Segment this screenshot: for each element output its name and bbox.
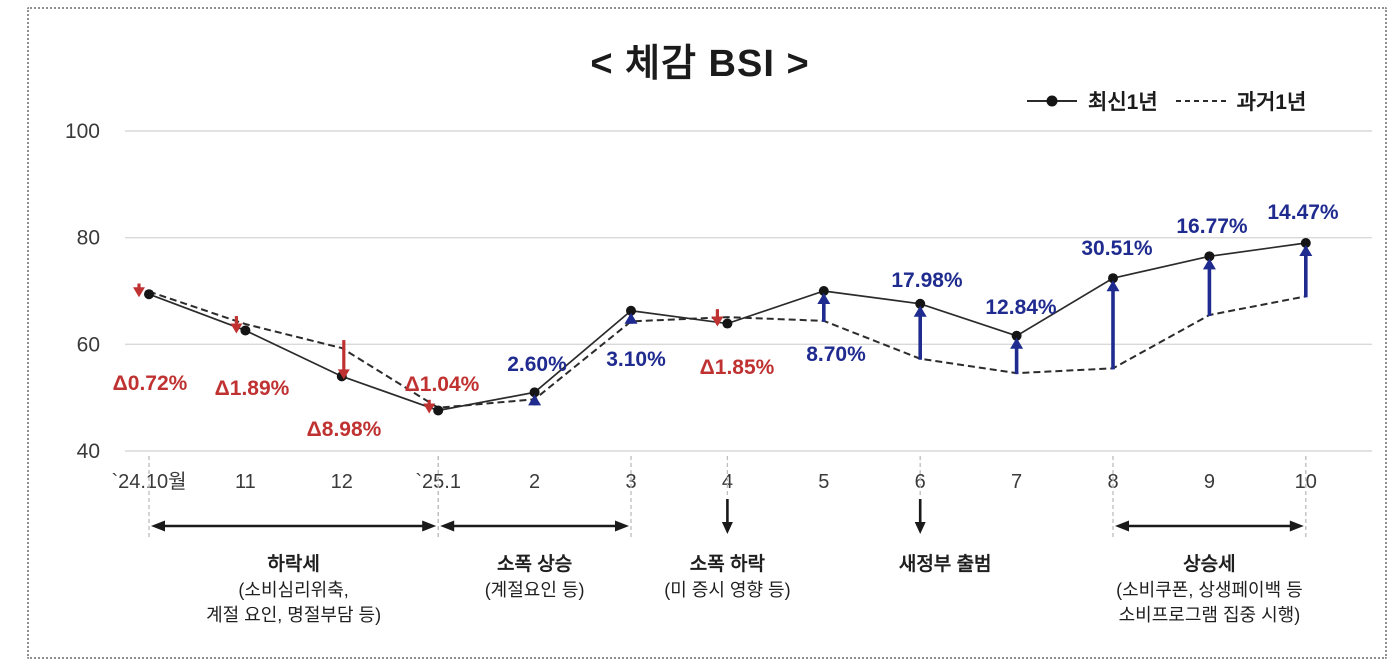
series-past-line: [148, 290, 1306, 409]
increase-arrow-head: [1010, 337, 1024, 349]
annotation-subtext: (계절요인 등): [485, 580, 585, 600]
change-percent-label: 14.47%: [1267, 201, 1339, 224]
change-percent-label: 12.84%: [985, 296, 1057, 319]
annotation-title: 소폭 하락: [690, 553, 766, 575]
increase-arrow-head: [913, 305, 927, 317]
change-percent-label: Δ8.98%: [307, 418, 382, 441]
x-tick-label: `24.10월: [111, 470, 186, 493]
x-tick-label: 12: [331, 471, 353, 493]
change-percent-label: 8.70%: [806, 343, 866, 366]
change-percent-label: 2.60%: [507, 353, 567, 376]
x-tick-label: 10: [1295, 471, 1317, 493]
change-percent-label: Δ1.85%: [700, 356, 775, 379]
x-tick-label: 9: [1204, 471, 1215, 493]
annotation-title: 하락세: [267, 553, 319, 575]
x-tick-label: 5: [818, 471, 829, 493]
y-tick-label: 40: [77, 440, 100, 463]
series-latest-markers: [144, 238, 1311, 416]
increase-arrow-head: [1106, 280, 1120, 292]
range-arrow-right-head: [422, 520, 437, 532]
x-axis-labels: `24.10월 11 12 `25.1 2 3 4 5 6 7 8 9 10: [111, 470, 1316, 493]
increase-arrow-head: [528, 394, 542, 406]
data-point-marker: [915, 298, 926, 309]
annotation-subtext: 소비프로그램 집중 시행): [1119, 605, 1301, 625]
y-tick-label: 80: [77, 227, 100, 250]
range-arrow-left-head: [440, 520, 455, 532]
annotation-subtext: 계절 요인, 명절부담 등): [206, 605, 381, 625]
change-percent-label: 17.98%: [891, 269, 963, 292]
decrease-arrow-head: [230, 323, 243, 334]
annotation-layer: 하락세 (소비심리위축, 계절 요인, 명절부담 등) 소폭 상승 (계절요인 등) 소폭…: [148, 456, 1307, 625]
legend-past-label: 과거1년: [1236, 91, 1307, 114]
change-percent-label: Δ1.04%: [405, 373, 480, 396]
data-point-marker: [1204, 251, 1215, 262]
range-arrow-left-head: [151, 520, 165, 532]
annotation-title: 소폭 상승: [497, 553, 572, 575]
gridlines: 40 60 80 100: [65, 120, 1372, 463]
decrease-arrow-head: [337, 369, 350, 380]
x-tick-label: `25.1: [415, 471, 461, 493]
chart-title: < 체감 BSI >: [590, 43, 810, 85]
data-point-marker: [240, 325, 251, 336]
change-arrow-layer: Δ0.72% Δ1.89% Δ8.98% Δ1.04% 2.60% 3.10% Δ1.85%…: [113, 201, 1339, 441]
data-point-marker: [722, 318, 733, 329]
event-arrow-head: [721, 522, 733, 534]
annotation-title: 상승세: [1183, 553, 1235, 575]
data-point-marker: [144, 289, 154, 300]
x-tick-label: 4: [722, 471, 733, 493]
decrease-arrow-head: [711, 316, 724, 327]
change-percent-label: 3.10%: [606, 348, 666, 371]
change-percent-label: 16.77%: [1176, 215, 1248, 238]
change-percent-label: Δ0.72%: [113, 372, 188, 395]
annotation-subtext: (소비쿠폰, 상생페이백 등: [1116, 580, 1303, 600]
legend-solid-line-icon: [1027, 95, 1077, 107]
data-point-marker: [1011, 330, 1022, 341]
data-point-marker: [1108, 273, 1118, 284]
legend-latest-label: 최신1년: [1088, 91, 1158, 114]
x-tick-label: 2: [529, 471, 540, 493]
y-tick-label: 60: [77, 333, 100, 356]
legend-entry-past: 과거1년: [1174, 86, 1307, 116]
legend: 최신1년 과거1년: [1025, 86, 1306, 116]
annotation-subtext: (미 증시 영향 등): [664, 580, 790, 600]
legend-entry-latest: 최신1년: [1025, 86, 1158, 116]
change-percent-label: 30.51%: [1081, 237, 1153, 260]
x-tick-label: 8: [1107, 471, 1118, 493]
decrease-arrow-head: [423, 403, 436, 414]
data-point-marker: [626, 305, 636, 316]
range-arrow-right-head: [1289, 520, 1304, 532]
increase-arrow-head: [1202, 258, 1216, 270]
event-arrow-head: [914, 522, 926, 534]
decrease-arrow-head: [133, 287, 145, 298]
data-point-marker: [1300, 238, 1311, 248]
change-percent-label: Δ1.89%: [215, 377, 290, 400]
range-arrow-left-head: [1115, 520, 1129, 532]
x-tick-label: 6: [915, 471, 926, 493]
annotation-title: 새정부 출범: [899, 553, 992, 575]
range-arrow-right-head: [615, 520, 629, 532]
x-tick-label: 3: [625, 471, 636, 493]
data-point-marker: [433, 405, 444, 416]
data-point-marker: [529, 387, 540, 398]
increase-arrow-head: [624, 312, 638, 324]
data-point-marker: [818, 286, 829, 296]
x-tick-label: 7: [1011, 471, 1022, 493]
x-tick-label: 11: [235, 471, 256, 493]
y-tick-label: 100: [65, 120, 100, 143]
increase-arrow-head: [817, 293, 831, 304]
increase-arrow-head: [1299, 245, 1313, 256]
annotation-subtext: (소비심리위축,: [238, 580, 348, 600]
